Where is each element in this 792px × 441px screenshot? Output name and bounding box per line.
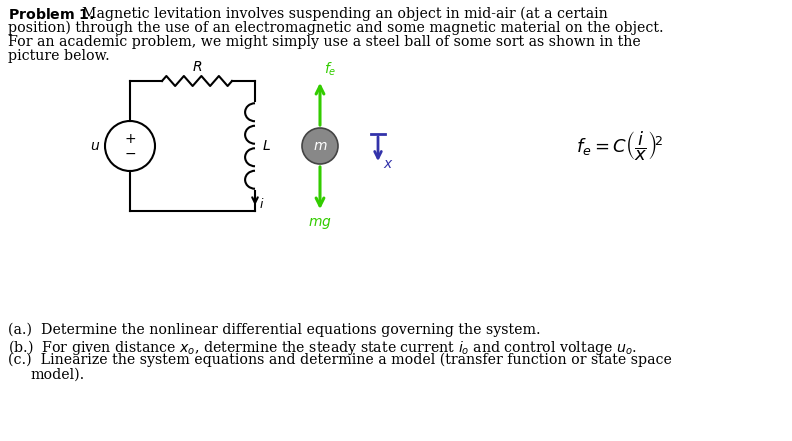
Text: $f_e$: $f_e$ — [324, 60, 337, 78]
Text: (b.)  For given distance $x_o$, determine the steady state current $i_o$ and con: (b.) For given distance $x_o$, determine… — [8, 338, 637, 357]
Text: $m$: $m$ — [313, 139, 327, 153]
Text: $\mathbf{Problem\ 1.}$: $\mathbf{Problem\ 1.}$ — [8, 7, 95, 22]
Text: $mg$: $mg$ — [308, 216, 332, 231]
Text: position) through the use of an electromagnetic and some magnetic material on th: position) through the use of an electrom… — [8, 21, 664, 35]
Text: For an academic problem, we might simply use a steel ball of some sort as shown : For an academic problem, we might simply… — [8, 35, 641, 49]
Text: $-$: $-$ — [124, 146, 136, 160]
Text: $f_e = C\left(\dfrac{i}{x}\right)^{\!2}$: $f_e = C\left(\dfrac{i}{x}\right)^{\!2}$ — [577, 129, 664, 163]
Text: Magnetic levitation involves suspending an object in mid-air (at a certain: Magnetic levitation involves suspending … — [82, 7, 607, 22]
Circle shape — [302, 128, 338, 164]
Text: model).: model). — [30, 368, 84, 382]
Text: $x$: $x$ — [383, 157, 394, 171]
Text: $u$: $u$ — [89, 139, 100, 153]
Text: (a.)  Determine the nonlinear differential equations governing the system.: (a.) Determine the nonlinear differentia… — [8, 323, 541, 337]
Text: $i$: $i$ — [259, 197, 265, 211]
Text: (c.)  Linearize the system equations and determine a model (transfer function or: (c.) Linearize the system equations and … — [8, 353, 672, 367]
Text: $+$: $+$ — [124, 132, 136, 146]
Text: picture below.: picture below. — [8, 49, 110, 63]
Text: $R$: $R$ — [192, 60, 202, 74]
Text: $L$: $L$ — [262, 139, 271, 153]
